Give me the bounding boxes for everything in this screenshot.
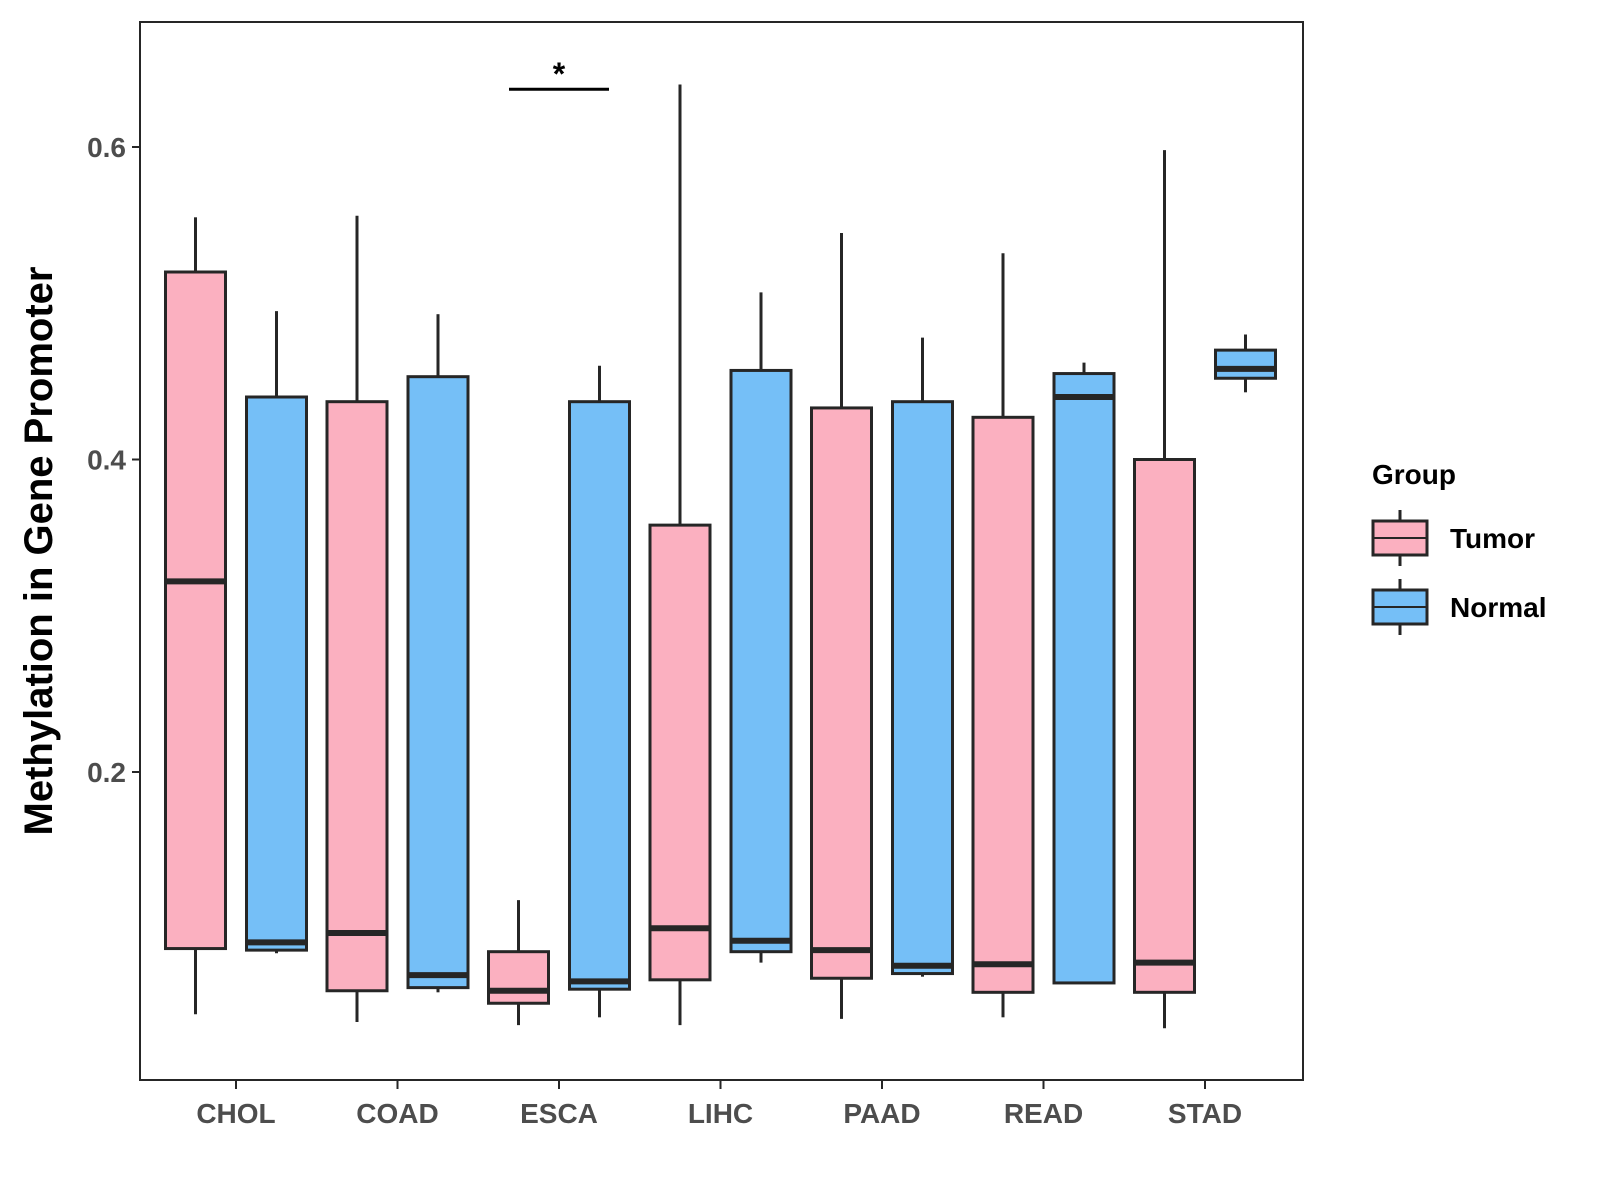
box-tumor-lihc	[648, 84, 712, 1026]
legend-label: Tumor	[1450, 523, 1535, 554]
legend: Group Tumor Normal	[1371, 459, 1546, 635]
x-tick-label: READ	[1004, 1098, 1083, 1129]
y-tick-label: 0.2	[87, 757, 126, 788]
box-normal-esca	[568, 365, 631, 1018]
legend-item-normal: Normal	[1371, 579, 1546, 635]
box-tumor-esca	[487, 900, 550, 1026]
box-body	[891, 400, 954, 976]
legend-label: Normal	[1450, 592, 1546, 623]
box-normal-paad	[891, 337, 954, 977]
box-tumor-paad	[810, 232, 873, 1019]
x-tick-label: ESCA	[520, 1098, 598, 1129]
x-tick-label: COAD	[356, 1098, 438, 1129]
significance-label: *	[553, 56, 566, 92]
x-axis: CHOL COAD ESCA LIHC PAAD READ STAD	[196, 1080, 1242, 1129]
box-body	[164, 270, 227, 951]
x-tick-label: PAAD	[843, 1098, 920, 1129]
box-normal-coad	[406, 314, 470, 993]
x-tick-label: STAD	[1168, 1098, 1242, 1129]
box-body	[1133, 458, 1196, 994]
x-tick-label: CHOL	[196, 1098, 275, 1129]
x-tick-label: LIHC	[688, 1098, 753, 1129]
box-body	[1052, 372, 1116, 985]
y-axis: 0.2 0.4 0.6	[87, 132, 140, 788]
legend-item-tumor: Tumor	[1371, 510, 1535, 566]
box-body	[971, 415, 1035, 994]
box-normal-read	[1052, 362, 1116, 985]
legend-title: Group	[1372, 459, 1456, 490]
box-tumor-stad	[1133, 150, 1196, 1029]
box-tumor-chol	[164, 217, 227, 1015]
y-tick-label: 0.4	[87, 445, 126, 476]
box-body	[648, 523, 712, 982]
box-body	[568, 400, 631, 991]
box-tumor-coad	[325, 215, 389, 1022]
y-axis-title: Methylation in Gene Promoter	[17, 267, 61, 836]
box-body	[487, 950, 550, 1005]
box-body	[810, 406, 873, 980]
box-body	[325, 400, 389, 993]
box-body	[729, 368, 793, 954]
box-normal-lihc	[729, 292, 793, 963]
box-body	[406, 375, 470, 990]
chart-marks: *	[164, 56, 1277, 1029]
box-normal-stad	[1214, 334, 1277, 393]
box-tumor-read	[971, 253, 1035, 1018]
box-body	[245, 395, 308, 952]
y-tick-label: 0.6	[87, 132, 126, 163]
box-body	[1214, 348, 1277, 380]
box-normal-chol	[245, 311, 308, 954]
plot-panel	[139, 21, 1304, 1081]
